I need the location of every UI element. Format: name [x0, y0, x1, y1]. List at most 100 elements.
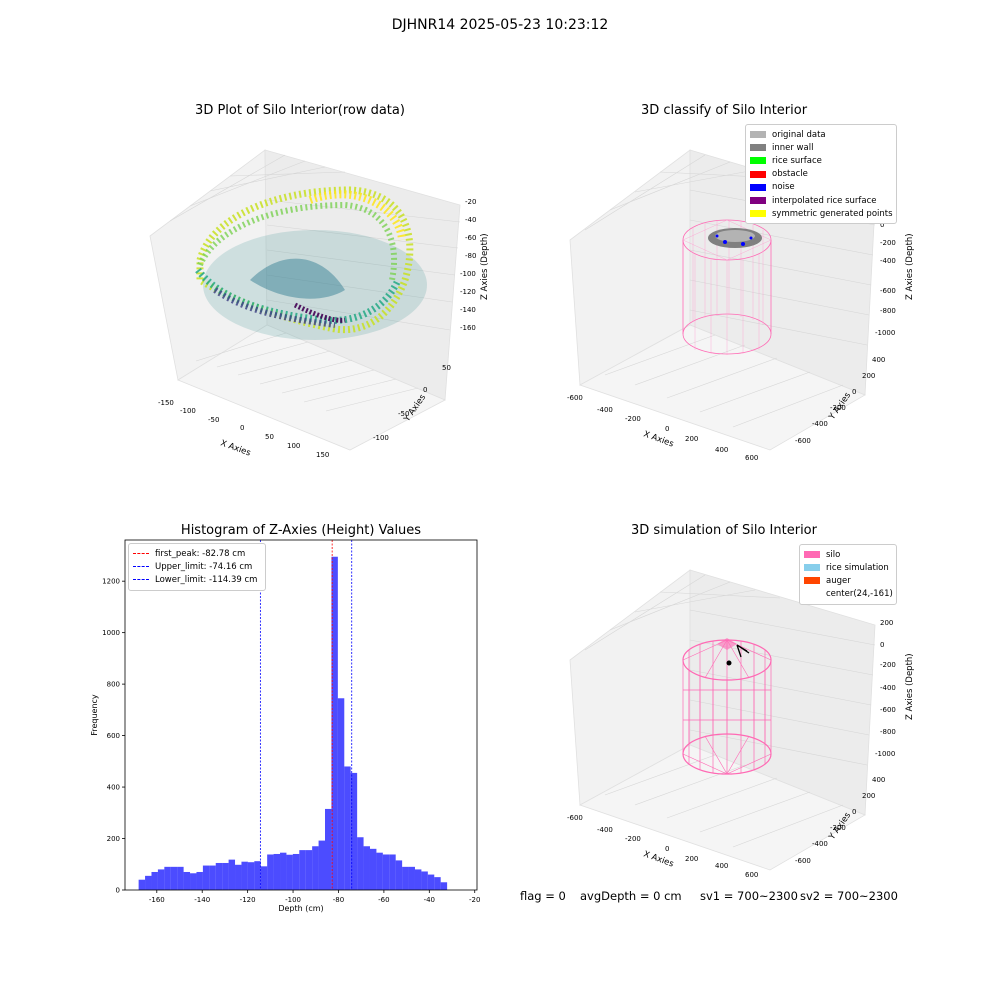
plot2-grid	[584, 154, 876, 428]
legend-item: rice simulation	[804, 561, 892, 574]
legend-swatch	[750, 183, 766, 191]
histogram-xtick-label: -20	[469, 896, 480, 904]
legend-label: auger	[826, 575, 851, 586]
plot4-xtick: 0	[665, 845, 669, 853]
histogram-xlabel: Depth (cm)	[278, 904, 323, 913]
plot4-ytick: 0	[852, 808, 856, 816]
legend-item: center(24,-161)	[804, 588, 893, 601]
plot4-z-ticks: 200 0 -200 -400 -600 -800 -1000 Z Axies …	[875, 619, 915, 758]
histogram-bar	[440, 882, 448, 890]
plot2-ztick: -400	[880, 257, 896, 265]
plot2-xtick: 200	[685, 435, 698, 443]
plot4-xtick: 200	[685, 855, 698, 863]
histogram-bar	[151, 871, 158, 890]
histogram-bar	[267, 854, 274, 890]
plot4-3d-axes: -600 -400 -200 0 200 400 600 X Axies 400…	[567, 569, 915, 879]
legend-item: original data	[750, 128, 892, 141]
legend-swatch	[804, 564, 820, 572]
histogram-legend: first_peak: -82.78 cm Upper_limit: -74.1…	[128, 543, 266, 591]
histogram-bar	[222, 862, 229, 890]
legend-label: silo	[826, 549, 841, 560]
plot4-ztick: -400	[880, 684, 896, 692]
legend-label: obstacle	[772, 169, 808, 180]
legend-item: obstacle	[750, 168, 892, 181]
plot4-xtick: -400	[597, 826, 613, 834]
plot4-legend: silo rice simulation auger center(24,-16…	[799, 544, 897, 605]
legend-item: first_peak: -82.78 cm	[133, 547, 261, 560]
legend-label: rice surface	[772, 155, 822, 166]
histogram-bar	[408, 866, 415, 890]
histogram-yticks: 0 200 400 600 800 1000 1200	[102, 578, 125, 895]
histogram-xtick-label: -120	[240, 896, 256, 904]
plot4-ytick: -400	[812, 840, 828, 848]
histogram-bar	[157, 869, 165, 890]
histogram-bar	[357, 837, 364, 890]
histogram-vlines	[259, 540, 353, 890]
histogram-bars	[138, 556, 448, 890]
plot2-xtick: 600	[745, 454, 758, 462]
plot1-xtick: 0	[240, 424, 244, 432]
plot1-ztick: -20	[465, 198, 476, 206]
plot4-xtick: 400	[715, 862, 728, 870]
histogram-bar	[344, 766, 351, 890]
status-avg-depth: avgDepth = 0 cm	[580, 889, 682, 903]
status-sv2: sv2 = 700~2300	[800, 889, 898, 903]
histogram-bar	[273, 853, 281, 890]
histogram-bar	[395, 860, 403, 890]
legend-line	[133, 579, 149, 581]
status-flag: flag = 0	[520, 889, 566, 903]
plot2-zlabel: Z Axies (Depth)	[905, 233, 915, 300]
plot4-ztick: 200	[880, 619, 893, 627]
plot2-ytick: 400	[872, 356, 885, 364]
legend-label: center(24,-161)	[826, 589, 893, 600]
histogram-bar	[170, 866, 178, 890]
histogram-bar	[350, 772, 358, 890]
plot4-ytick: 400	[872, 776, 885, 784]
plot4-title: 3D simulation of Silo Interior	[631, 523, 817, 538]
plot1-ytick: -50	[398, 410, 409, 418]
legend-item: interpolated rice surface	[750, 194, 892, 207]
plot2-xtick: -200	[625, 415, 641, 423]
plot1-zlabel: Z Axies (Depth)	[480, 233, 490, 300]
legend-label: rice simulation	[826, 562, 889, 573]
histogram-bar	[177, 866, 184, 890]
plot4-ztick: 0	[880, 641, 884, 649]
histogram-bar	[145, 875, 152, 890]
legend-swatch	[804, 551, 820, 559]
plot4-ytick: -600	[795, 857, 811, 865]
plot2-ytick: 200	[862, 372, 875, 380]
legend-label: noise	[772, 182, 795, 193]
plot2-xtick: -600	[567, 394, 583, 402]
histogram-bar	[331, 556, 338, 890]
histogram-bar	[434, 877, 441, 890]
plot2-silo-wireframe	[682, 219, 772, 355]
plot1-xtick: -150	[158, 399, 174, 407]
legend-item: Upper_limit: -74.16 cm	[133, 560, 261, 573]
legend-item: noise	[750, 181, 892, 194]
plot4-ytick: 200	[862, 792, 875, 800]
plot2-classified-points	[708, 228, 762, 248]
plot4-xtick: -600	[567, 814, 583, 822]
histogram-bar	[337, 698, 345, 890]
histogram-xtick-label: -80	[333, 896, 344, 904]
legend-label: inner wall	[772, 142, 814, 153]
legend-label: first_peak: -82.78 cm	[155, 548, 246, 559]
plot4-zlabel: Z Axies (Depth)	[905, 653, 915, 720]
histogram-ytick-label: 600	[107, 732, 120, 740]
histogram-ytick-label: 0	[116, 887, 120, 895]
plot2-ytick: 0	[852, 388, 856, 396]
histogram-ytick-label: 800	[107, 681, 120, 689]
histogram-bar	[215, 862, 223, 890]
histogram-bar	[325, 808, 332, 890]
legend-label: interpolated rice surface	[772, 195, 877, 206]
legend-label: original data	[772, 129, 826, 140]
histogram-bar	[286, 854, 293, 890]
plot2-legend: original data inner wall rice surface ob…	[745, 124, 897, 225]
legend-line	[133, 566, 149, 568]
histogram-bar	[427, 874, 435, 890]
histogram-bar	[369, 848, 377, 890]
histogram-bar	[138, 879, 146, 890]
plot4-ztick: -600	[880, 706, 896, 714]
histogram-bar	[376, 852, 383, 890]
plot1-xlabel: X Axies	[219, 438, 252, 458]
